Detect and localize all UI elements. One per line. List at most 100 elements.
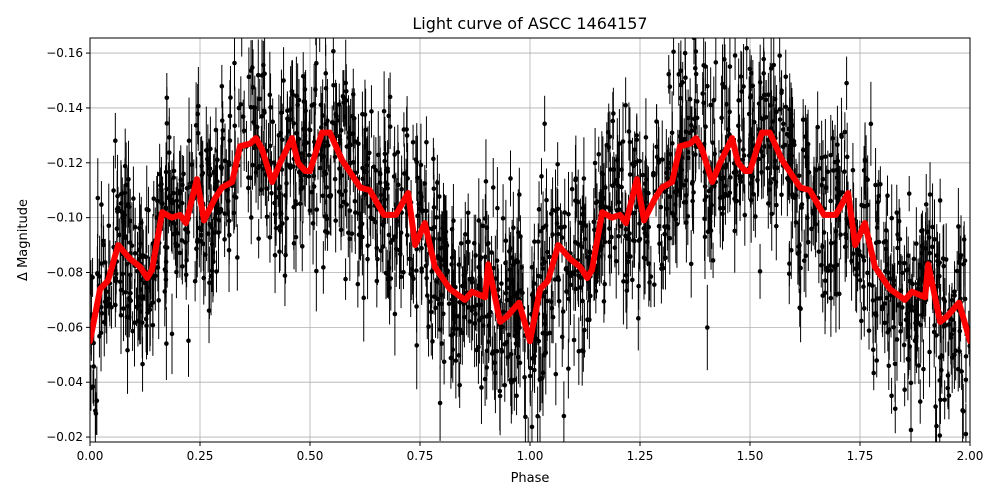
data-point [318,165,323,171]
data-point [799,205,804,211]
data-point [573,198,578,203]
data-point [886,327,892,333]
data-point [479,314,485,320]
data-point [322,169,327,175]
data-point [311,184,317,189]
data-point [555,231,561,237]
data-point [341,100,346,105]
data-point [862,157,868,162]
data-point [486,323,492,328]
data-point [517,325,522,331]
data-point [150,322,156,328]
data-point [793,193,799,198]
data-point [311,101,317,107]
data-point [226,162,232,168]
data-point [296,169,302,175]
data-point [320,154,326,160]
data-point [681,182,687,188]
data-point [418,162,424,168]
data-point [219,165,224,170]
data-point [99,311,105,316]
data-point [509,380,514,385]
data-point [503,238,509,244]
data-point [477,274,483,280]
data-point [440,225,445,231]
data-point [460,283,465,289]
data-point [177,250,183,256]
data-point [658,204,664,210]
data-point [483,216,488,221]
data-point [748,181,753,186]
data-point [736,98,741,103]
data-point [948,335,954,341]
data-point [550,207,555,213]
data-point [835,180,841,185]
data-point [171,231,177,237]
data-point [773,179,779,185]
y-tick-label: −0.14 [46,101,83,115]
data-point [267,143,273,149]
data-point [960,408,965,413]
data-point [431,156,436,162]
data-point [216,230,221,235]
data-point [772,96,778,102]
data-point [437,236,442,242]
data-point [123,182,129,188]
data-point [365,256,370,262]
data-point [466,239,471,245]
data-point [632,147,637,152]
data-point [138,309,144,314]
data-point [456,353,462,358]
data-point [905,253,911,259]
data-point [504,297,510,303]
data-point [342,114,348,119]
data-point [236,105,242,111]
data-point [140,361,145,367]
data-point [607,239,612,245]
data-point [682,50,688,56]
data-point [756,101,762,106]
data-point [350,92,356,97]
data-point [177,188,182,194]
data-point [340,93,346,99]
data-point [138,277,144,283]
data-point [138,287,144,293]
data-point [796,173,802,179]
data-point [209,268,215,273]
data-point [124,261,130,267]
data-point [125,203,130,209]
data-point [732,53,738,58]
data-point [602,281,607,287]
data-point [231,210,237,216]
data-point [788,111,794,117]
data-point [374,245,380,251]
data-point [783,104,789,110]
data-point [728,175,733,180]
data-point [99,261,104,266]
data-point [301,126,306,132]
data-point [645,239,650,245]
data-point [803,253,809,259]
data-point [196,225,202,231]
data-point [544,197,549,203]
data-point [225,187,230,193]
data-point [461,272,467,278]
data-point [732,196,737,202]
data-point [636,238,642,243]
data-point [627,231,632,236]
data-point [582,236,588,242]
data-point [614,158,620,163]
data-point [605,130,611,135]
data-point [386,265,392,271]
data-point [490,349,496,354]
data-point [787,134,792,139]
data-point [320,193,326,199]
data-point [693,49,699,54]
data-point [894,210,900,215]
data-point [385,182,390,187]
data-point [235,255,240,260]
data-point [393,246,399,252]
data-point [535,239,541,244]
data-point [398,274,404,280]
data-point [940,256,946,261]
